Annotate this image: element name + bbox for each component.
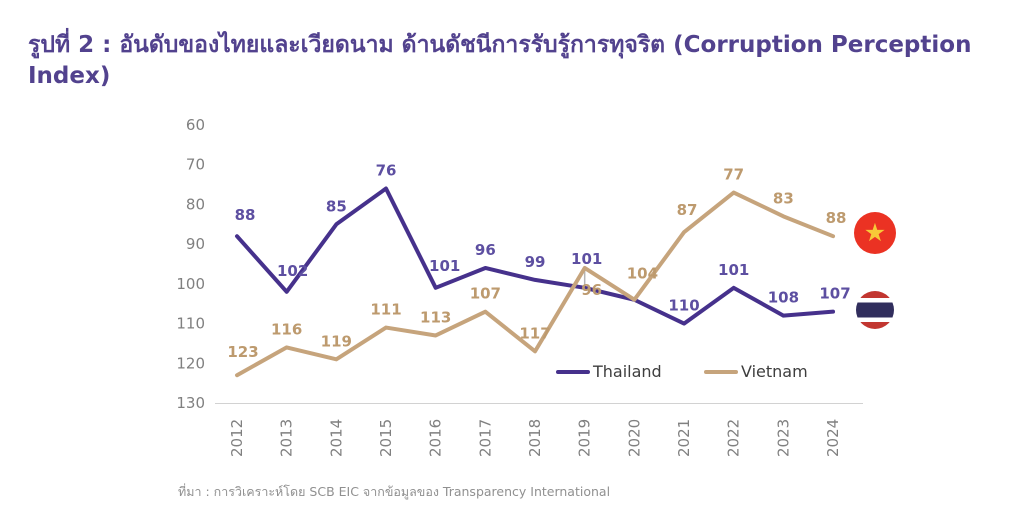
svg-text:110: 110 xyxy=(668,297,699,315)
svg-text:90: 90 xyxy=(186,235,205,253)
svg-text:101: 101 xyxy=(718,261,749,279)
svg-text:2023: 2023 xyxy=(774,419,792,457)
svg-text:2015: 2015 xyxy=(377,419,395,457)
star-icon: ★ xyxy=(863,217,887,247)
svg-text:116: 116 xyxy=(271,320,302,338)
thailand-flag-icon xyxy=(856,291,894,329)
thailand-line-swatch xyxy=(556,369,590,374)
svg-text:83: 83 xyxy=(773,189,794,207)
svg-text:2013: 2013 xyxy=(278,419,296,457)
legend-label-thailand: Thailand xyxy=(593,362,662,381)
vietnam-flag-icon: ★ xyxy=(854,212,896,254)
svg-text:96: 96 xyxy=(475,241,496,259)
svg-text:102: 102 xyxy=(277,262,308,280)
legend-label-vietnam: Vietnam xyxy=(741,362,808,381)
svg-text:2017: 2017 xyxy=(476,419,494,457)
vietnam-line-swatch xyxy=(704,369,738,374)
svg-text:2018: 2018 xyxy=(526,419,544,457)
svg-text:77: 77 xyxy=(723,166,744,184)
svg-text:2014: 2014 xyxy=(327,419,345,457)
svg-text:110: 110 xyxy=(176,315,205,333)
svg-text:2016: 2016 xyxy=(427,419,445,457)
svg-text:119: 119 xyxy=(321,332,352,350)
svg-text:2019: 2019 xyxy=(576,419,594,457)
svg-text:99: 99 xyxy=(525,253,546,271)
svg-text:60: 60 xyxy=(186,116,205,134)
svg-text:101: 101 xyxy=(429,257,460,275)
svg-text:120: 120 xyxy=(176,354,205,372)
svg-text:70: 70 xyxy=(186,156,205,174)
svg-text:2020: 2020 xyxy=(625,419,643,457)
svg-text:88: 88 xyxy=(235,206,256,224)
svg-text:96: 96 xyxy=(581,281,602,299)
svg-text:123: 123 xyxy=(227,343,258,361)
svg-text:107: 107 xyxy=(470,285,501,303)
svg-text:76: 76 xyxy=(376,162,397,180)
svg-text:2022: 2022 xyxy=(725,419,743,457)
svg-text:80: 80 xyxy=(186,195,205,213)
svg-text:2012: 2012 xyxy=(228,419,246,457)
legend-item-thailand: Thailand xyxy=(556,362,662,381)
source-note: ที่มา : การวิเคราะห์โดย SCB EIC จากข้อมู… xyxy=(178,484,611,499)
svg-text:104: 104 xyxy=(627,265,658,283)
svg-text:108: 108 xyxy=(768,289,799,307)
svg-text:101: 101 xyxy=(571,250,602,268)
svg-text:117: 117 xyxy=(519,324,550,342)
svg-text:2021: 2021 xyxy=(675,419,693,457)
chart-title: รูปที่ 2 : อันดับของไทยและเวียดนาม ด้านด… xyxy=(28,32,972,89)
svg-text:2024: 2024 xyxy=(824,419,842,457)
svg-text:88: 88 xyxy=(826,209,847,227)
svg-text:107: 107 xyxy=(819,285,850,303)
svg-text:85: 85 xyxy=(326,197,347,215)
legend-item-vietnam: Vietnam xyxy=(704,362,808,381)
svg-text:130: 130 xyxy=(176,394,205,412)
svg-text:111: 111 xyxy=(370,301,401,319)
svg-text:87: 87 xyxy=(677,201,698,219)
svg-text:113: 113 xyxy=(420,308,451,326)
svg-text:100: 100 xyxy=(176,275,205,293)
